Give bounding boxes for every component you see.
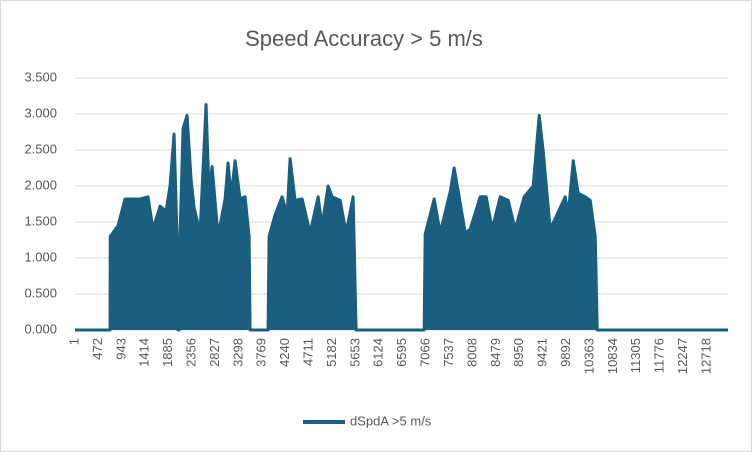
x-tick-label: 10363	[581, 338, 596, 374]
x-tick-label: 6124	[371, 338, 386, 367]
x-tick-label: 5653	[347, 338, 362, 367]
x-tick-label: 12718	[698, 338, 713, 374]
x-tick-label: 12247	[675, 338, 690, 374]
x-tick-label: 10834	[605, 338, 620, 374]
x-tick-label: 2356	[183, 338, 198, 367]
y-tick-label: 2.000	[24, 177, 57, 192]
y-tick-label: 1.000	[24, 249, 57, 264]
x-tick-label: 943	[113, 338, 128, 360]
line	[75, 103, 728, 332]
y-tick-label: 0.500	[24, 285, 57, 300]
x-tick-label: 11305	[628, 338, 643, 373]
x-tick-label: 6595	[394, 338, 409, 367]
y-tick-label: 2.500	[24, 141, 57, 156]
x-tick-label: 8479	[488, 338, 503, 367]
x-tick-label: 5182	[324, 338, 339, 367]
y-tick-label: 3.000	[24, 105, 57, 120]
x-tick-label: 1	[66, 338, 81, 345]
x-tick-label: 8950	[511, 338, 526, 367]
x-tick-label: 2827	[207, 338, 222, 367]
x-tick-label: 3769	[254, 338, 269, 367]
area-fill	[75, 104, 728, 330]
y-tick-label: 1.500	[24, 213, 57, 228]
x-tick-label: 11776	[652, 338, 667, 373]
x-tick-label: 1414	[137, 338, 152, 367]
y-tick-label: 0.000	[24, 321, 57, 336]
x-tick-label: 9421	[535, 338, 550, 367]
chart-title: Speed Accuracy > 5 m/s	[245, 26, 483, 51]
x-tick-label: 9892	[558, 338, 573, 367]
x-tick-label: 4711	[301, 338, 316, 366]
x-tick-label: 7066	[418, 338, 433, 367]
legend-label: dSpdA >5 m/s	[350, 413, 432, 428]
y-tick-label: 3.500	[24, 69, 57, 84]
x-tick-label: 472	[90, 338, 105, 360]
x-tick-label: 8008	[464, 338, 479, 367]
x-tick-label: 7537	[441, 338, 456, 367]
x-tick-label: 4240	[277, 338, 292, 367]
x-tick-label: 3298	[230, 338, 245, 367]
x-tick-label: 1885	[160, 338, 175, 367]
